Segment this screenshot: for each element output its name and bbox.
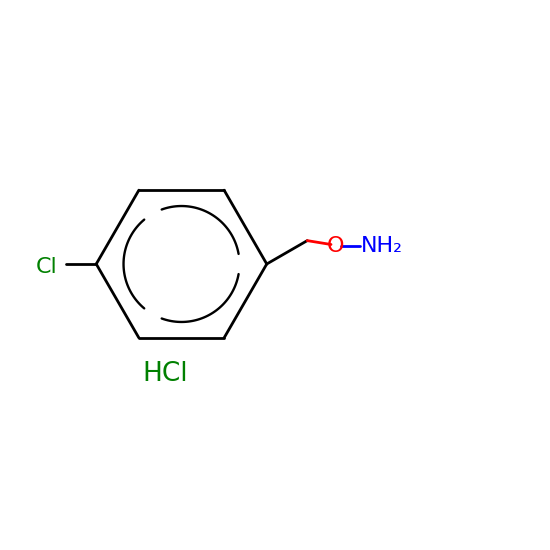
Text: NH₂: NH₂	[361, 235, 403, 256]
Text: Cl: Cl	[36, 257, 58, 277]
Text: O: O	[327, 235, 344, 256]
Text: HCl: HCl	[142, 361, 188, 387]
